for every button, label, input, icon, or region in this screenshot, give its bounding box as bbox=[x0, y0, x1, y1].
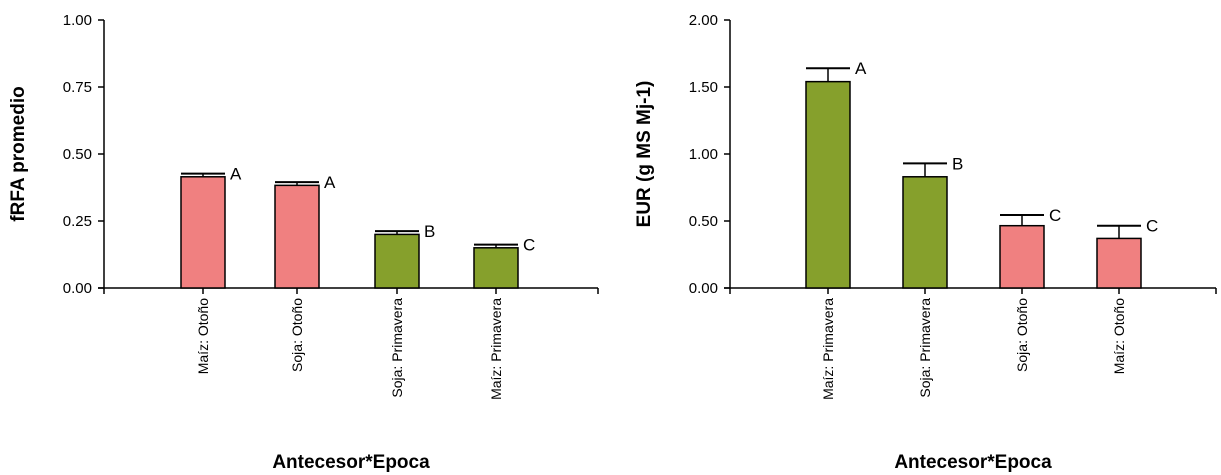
y-tick-label: 0.00 bbox=[689, 280, 718, 297]
significance-letter: B bbox=[424, 222, 435, 241]
bar bbox=[902, 176, 948, 289]
significance-letter: A bbox=[324, 173, 336, 192]
x-axis-title: Antecesor*Epoca bbox=[894, 452, 1052, 473]
x-category-label: Soja: Otoño bbox=[1014, 298, 1030, 372]
y-tick-label: 1.50 bbox=[689, 79, 718, 96]
y-axis-title: EUR (g MS Mj-1) bbox=[634, 81, 655, 228]
y-tick-label: 0.75 bbox=[63, 79, 92, 96]
bar bbox=[805, 80, 851, 289]
x-category-label: Soja: Primavera bbox=[389, 298, 405, 398]
bar bbox=[274, 184, 320, 289]
bar bbox=[374, 233, 420, 289]
y-tick-label: 0.25 bbox=[63, 213, 92, 230]
x-category-label: Maíz: Primavera bbox=[488, 298, 504, 400]
EUR-chart-panel: 0.00 0.50 1.00 1.50 2.00 A Maíz: Primavera B Soj… bbox=[634, 12, 1217, 473]
bar bbox=[999, 224, 1045, 289]
y-tick-label: 1.00 bbox=[63, 12, 92, 29]
y-tick-label: 0.50 bbox=[689, 213, 718, 230]
x-category-label: Maíz: Primavera bbox=[820, 298, 836, 400]
x-axis-title: Antecesor*Epoca bbox=[272, 452, 430, 473]
fRFA-chart-panel: 0.00 0.25 0.50 0.75 1.00 A Maíz: Otoño A Soja: O… bbox=[8, 12, 599, 473]
x-category-label: Soja: Otoño bbox=[289, 298, 305, 372]
y-tick-label: 2.00 bbox=[689, 12, 718, 29]
significance-letter: C bbox=[1146, 217, 1158, 236]
significance-letter: C bbox=[523, 236, 535, 255]
significance-letter: C bbox=[1049, 206, 1061, 225]
bar bbox=[180, 176, 226, 289]
significance-letter: B bbox=[952, 154, 963, 173]
x-category-label: Soja: Primavera bbox=[917, 298, 933, 398]
significance-letter: A bbox=[855, 59, 867, 78]
y-axis-title: fRFA promedio bbox=[8, 86, 29, 221]
significance-letter: A bbox=[230, 165, 242, 184]
y-tick-label: 1.00 bbox=[689, 146, 718, 163]
y-tick-label: 0.50 bbox=[63, 146, 92, 163]
bar bbox=[473, 247, 519, 289]
x-category-label: Maíz: Otoño bbox=[1111, 298, 1127, 374]
bar bbox=[1096, 237, 1142, 289]
y-tick-label: 0.00 bbox=[63, 280, 92, 297]
x-category-label: Maíz: Otoño bbox=[195, 298, 211, 374]
